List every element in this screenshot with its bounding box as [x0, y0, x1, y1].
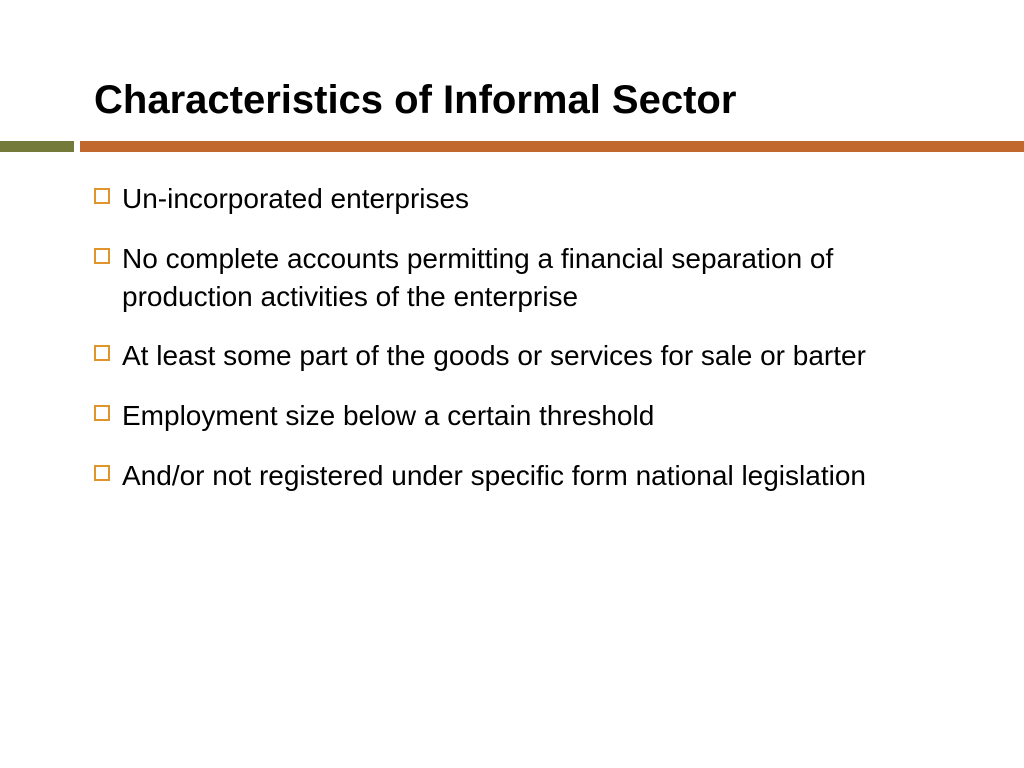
- accent-olive: [0, 141, 74, 152]
- square-bullet-icon: [94, 465, 110, 481]
- list-item: Employment size below a certain threshol…: [94, 397, 964, 435]
- accent-line: [0, 141, 1024, 152]
- list-item: Un-incorporated enterprises: [94, 180, 964, 218]
- bullet-text: And/or not registered under specific for…: [122, 457, 866, 495]
- bullet-text: Employment size below a certain threshol…: [122, 397, 654, 435]
- square-bullet-icon: [94, 345, 110, 361]
- bullet-text: At least some part of the goods or servi…: [122, 337, 866, 375]
- square-bullet-icon: [94, 188, 110, 204]
- square-bullet-icon: [94, 248, 110, 264]
- accent-orange: [80, 141, 1024, 152]
- bullet-list: Un-incorporated enterprises No complete …: [94, 180, 964, 517]
- bullet-text: Un-incorporated enterprises: [122, 180, 469, 218]
- slide-title: Characteristics of Informal Sector: [94, 78, 736, 123]
- slide: Characteristics of Informal Sector Un-in…: [0, 0, 1024, 768]
- list-item: And/or not registered under specific for…: [94, 457, 964, 495]
- list-item: No complete accounts permitting a financ…: [94, 240, 964, 316]
- list-item: At least some part of the goods or servi…: [94, 337, 964, 375]
- bullet-text: No complete accounts permitting a financ…: [122, 240, 964, 316]
- square-bullet-icon: [94, 405, 110, 421]
